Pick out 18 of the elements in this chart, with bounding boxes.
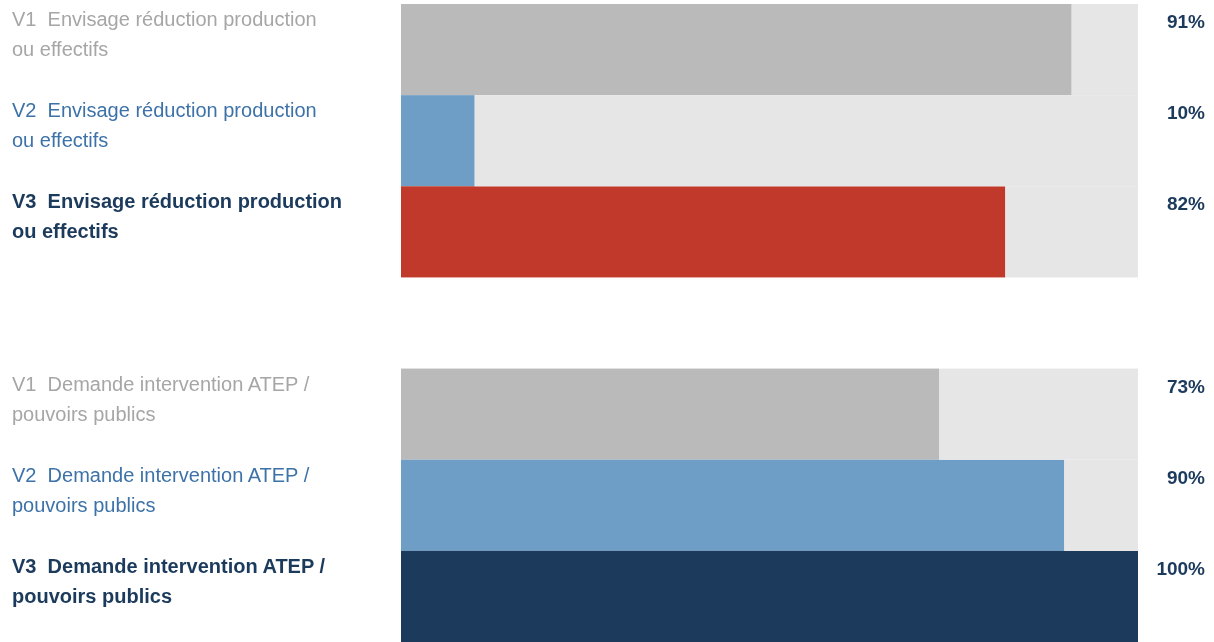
y-tick-label: V2 Envisage réduction production ou effectifs	[12, 99, 317, 152]
bar	[401, 4, 1072, 96]
bar	[401, 95, 475, 187]
y-tick-label: V1 Envisage réduction production ou effectifs	[12, 8, 317, 60]
y-tick-label: V1 Demande intervention ATEP / pouvoirs publics	[12, 372, 310, 425]
y-tick-label: V3 Envisage réduction production ou effectifs	[12, 190, 343, 243]
y-tick-label: V2 Demande intervention ATEP / pouvoirs publics	[12, 463, 310, 516]
data-label: 100%	[1156, 557, 1206, 579]
data-label: 91%	[1166, 11, 1206, 32]
bar	[401, 186, 1006, 278]
bar	[401, 368, 940, 460]
data-label: 82%	[1166, 193, 1206, 215]
y-tick-label: V3 Demande intervention ATEP / pouvoirs publics	[12, 554, 326, 607]
bar	[401, 459, 1065, 551]
data-label: 10%	[1166, 102, 1206, 124]
data-label: 73%	[1166, 375, 1206, 397]
data-label: 90%	[1166, 466, 1206, 488]
bar	[401, 550, 1138, 642]
